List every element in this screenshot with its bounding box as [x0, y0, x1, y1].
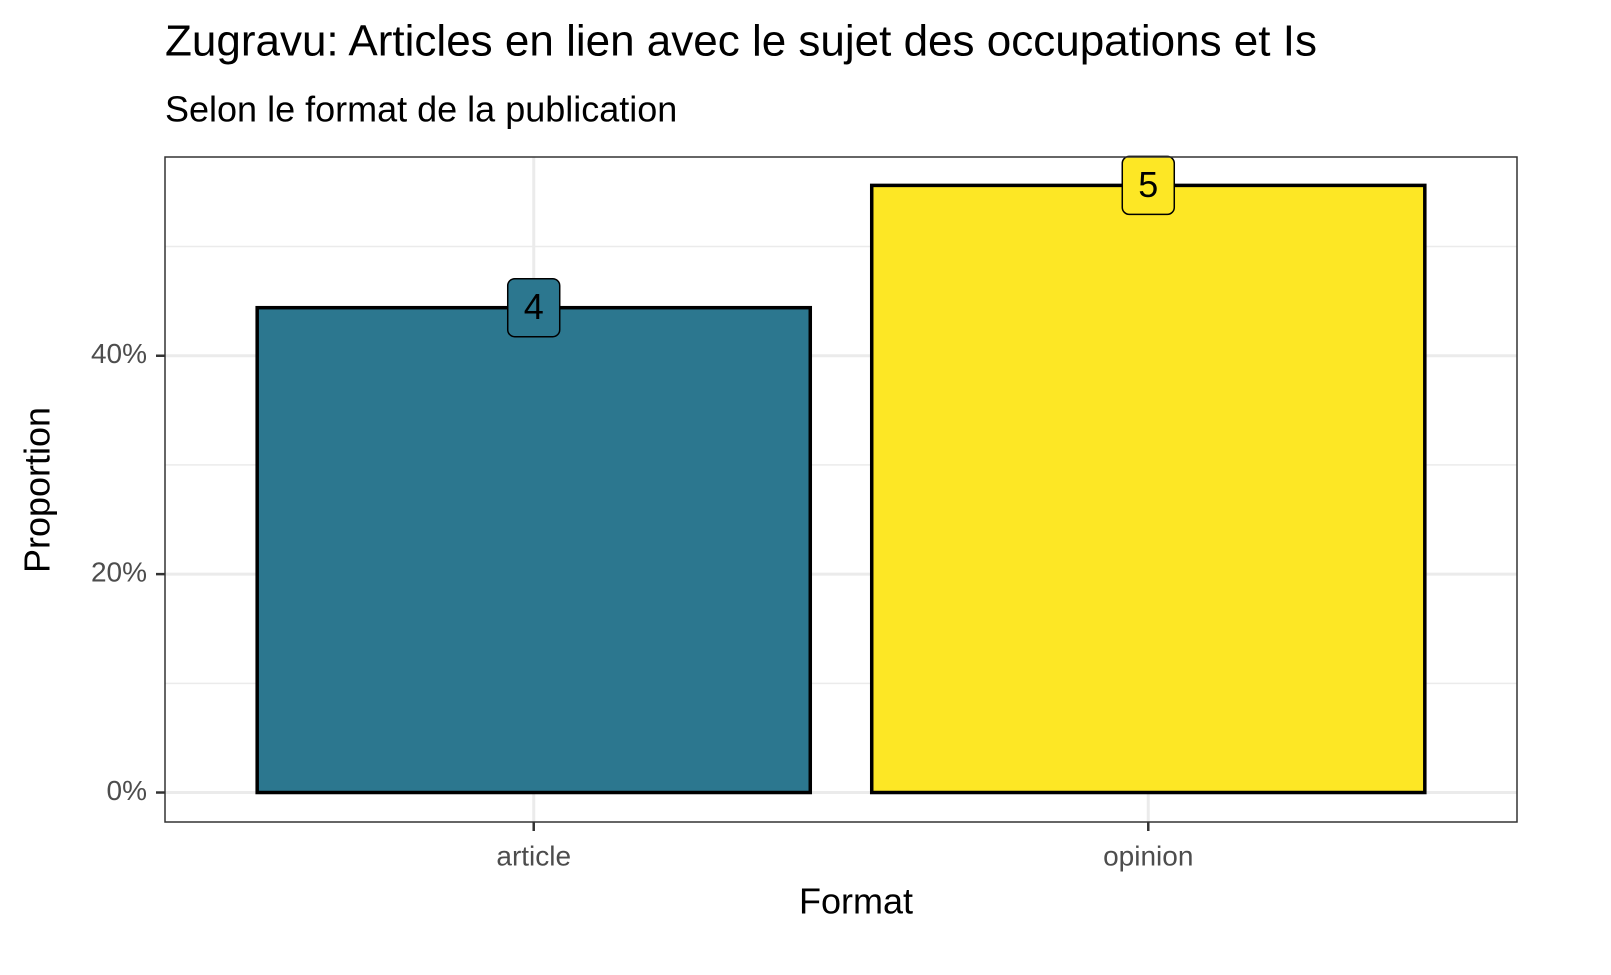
- y-tick-label: 20%: [91, 557, 147, 588]
- chart-title: Zugravu: Articles en lien avec le sujet …: [165, 17, 1317, 66]
- x-tick-label: article: [496, 840, 571, 871]
- x-axis-title: Format: [799, 881, 913, 922]
- bar: [255, 305, 813, 795]
- value-label: 4: [524, 286, 544, 327]
- y-tick-label: 0%: [107, 775, 147, 806]
- y-tick-label: 40%: [91, 338, 147, 369]
- value-label: 5: [1138, 164, 1158, 205]
- plot-border: [164, 156, 1518, 823]
- bar: [869, 183, 1427, 795]
- chart-subtitle: Selon le format de la publication: [165, 89, 677, 130]
- value-label-box: [506, 277, 561, 338]
- y-axis-title: Proportion: [17, 407, 58, 573]
- x-tick-label: opinion: [1103, 840, 1193, 871]
